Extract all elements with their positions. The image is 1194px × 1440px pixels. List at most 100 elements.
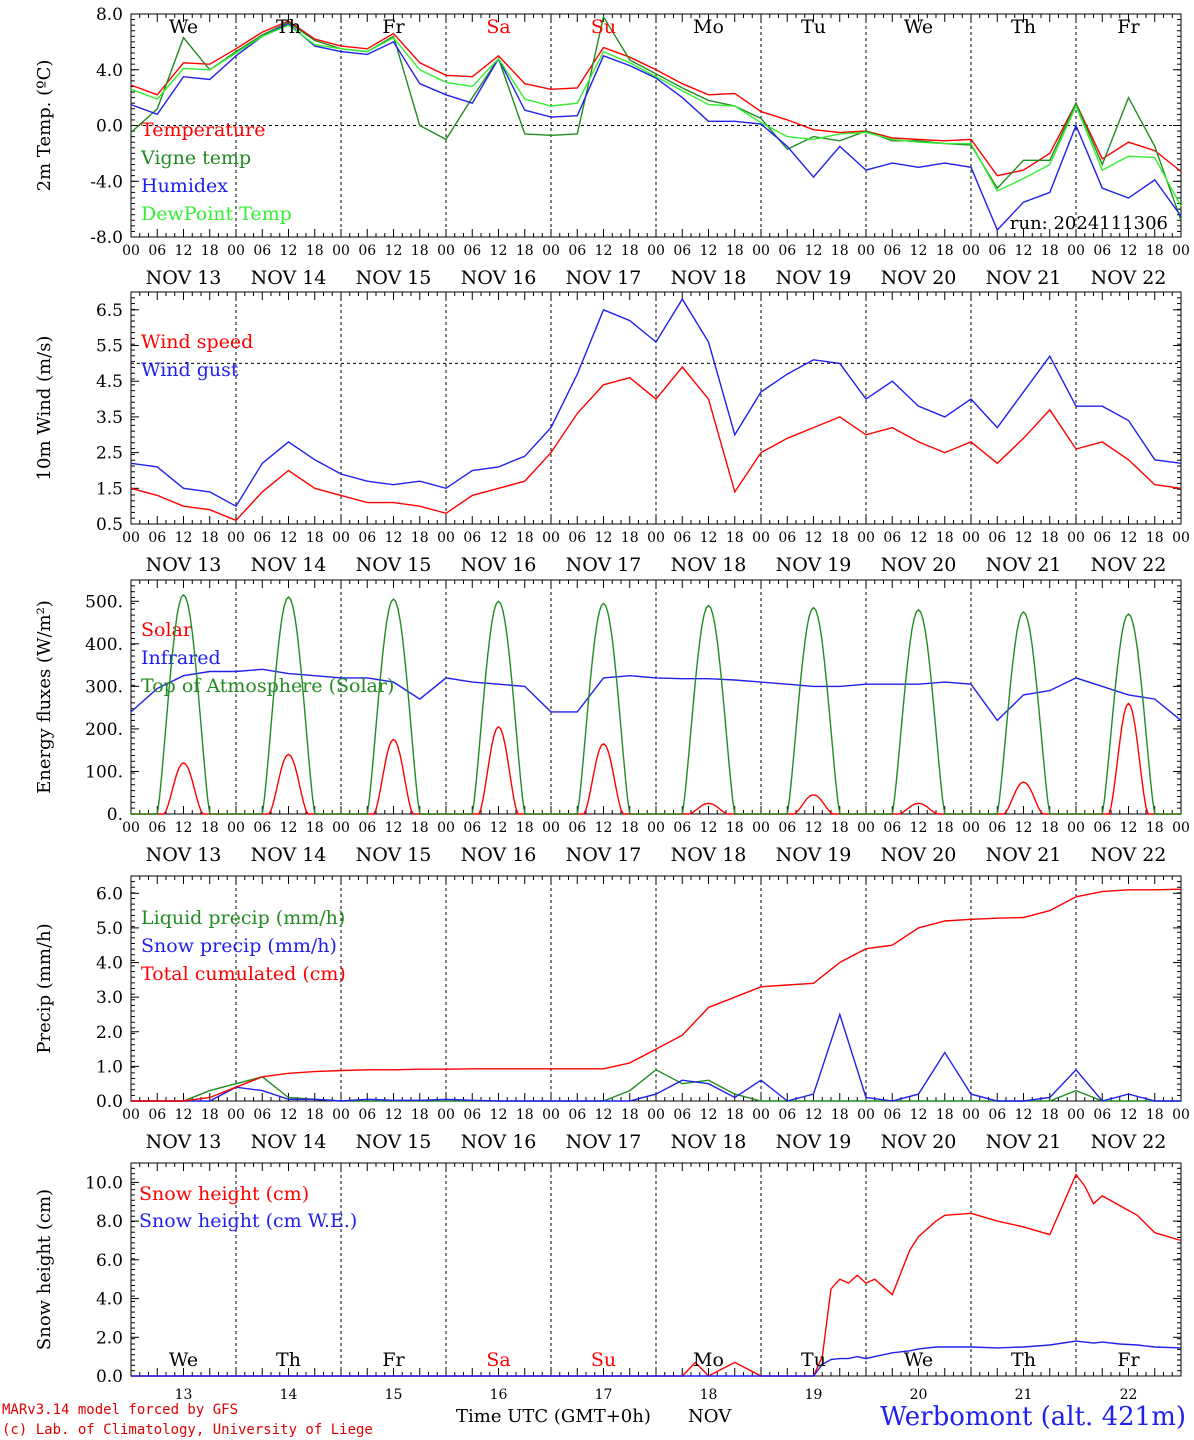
x-hour-label: 06: [673, 530, 691, 546]
x-hour-label: 00: [647, 1107, 665, 1123]
x-date-label: NOV 21: [986, 844, 1062, 866]
x-hour-label: 12: [490, 1107, 508, 1123]
x-hour-label: 00: [542, 1107, 560, 1123]
x-hour-label: 18: [1146, 243, 1164, 259]
x-hour-label: 18: [201, 820, 219, 836]
x-hour-label: 06: [568, 530, 586, 546]
x-date-label: NOV 16: [461, 267, 537, 289]
x-date-label: NOV 20: [881, 1131, 957, 1153]
x-hour-label: 18: [1146, 530, 1164, 546]
x-date-label: NOV 16: [461, 844, 537, 866]
x-hour-label: 06: [1093, 243, 1111, 259]
x-date-label: NOV 19: [776, 554, 852, 576]
y-tick-label: 2.5: [96, 444, 123, 464]
x-hour-label: 12: [1120, 530, 1138, 546]
series-line-temperature: [130, 20, 1182, 177]
weekday-label-bottom: Tu: [801, 1349, 826, 1371]
y-tick-label: 4.0: [96, 61, 123, 81]
x-date-label: NOV 14: [251, 554, 327, 576]
x-date-label: NOV 19: [776, 844, 852, 866]
weekday-label-top: Tu: [801, 16, 826, 38]
x-hour-label: 00: [647, 820, 665, 836]
x-hour-label: 06: [148, 1107, 166, 1123]
x-hour-label: 00: [437, 243, 455, 259]
weekday-label-top: Mo: [693, 16, 724, 38]
x-date-label: NOV 18: [671, 267, 747, 289]
x-hour-label: 12: [385, 243, 403, 259]
y-tick-label: 2.0: [96, 1023, 123, 1043]
y-tick-label: 6.5: [96, 301, 123, 321]
x-hour-label: 00: [857, 530, 875, 546]
x-hour-label: 18: [201, 1107, 219, 1123]
x-date-label: NOV 15: [356, 554, 432, 576]
series-line-wind-speed: [130, 365, 1182, 522]
weekday-label-top: Fr: [382, 16, 405, 38]
x-hour-label: 00: [437, 820, 455, 836]
x-date-label: NOV 13: [146, 267, 222, 289]
x-hour-label: 18: [726, 820, 744, 836]
x-hour-label: 06: [568, 243, 586, 259]
legend-entry: DewPoint Temp: [141, 203, 292, 225]
x-hour-label: 00: [332, 820, 350, 836]
x-hour-label: 12: [910, 243, 928, 259]
y-tick-label: 4.0: [96, 954, 123, 974]
y-axis-label: Precip (mm/h): [34, 923, 55, 1053]
x-hour-label: 06: [148, 820, 166, 836]
x-hour-label: 06: [358, 243, 376, 259]
series-line-snow-height-cm-w-e-: [131, 1340, 1182, 1377]
x-hour-label: 12: [700, 530, 718, 546]
day-number-label: 15: [385, 1387, 403, 1403]
x-hour-label: 12: [175, 820, 193, 836]
x-hour-label: 00: [437, 530, 455, 546]
x-hour-label: 12: [490, 820, 508, 836]
y-tick-label: 0.0: [96, 1092, 123, 1112]
legend-entry: Total cumulated (cm): [141, 963, 346, 985]
weekday-label-top: We: [169, 16, 198, 38]
x-hour-label: 18: [621, 530, 639, 546]
x-hour-label: 18: [411, 820, 429, 836]
x-hour-label: 00: [1067, 1107, 1085, 1123]
x-hour-label: 06: [988, 820, 1006, 836]
x-hour-label: 00: [1067, 243, 1085, 259]
x-hour-label: 00: [647, 243, 665, 259]
x-date-label: NOV 18: [671, 554, 747, 576]
x-hour-label: 00: [857, 1107, 875, 1123]
x-hour-label: 18: [306, 1107, 324, 1123]
legend-entry: Humidex: [141, 175, 228, 197]
day-number-label: 13: [175, 1387, 193, 1403]
series-line-humidex: [130, 22, 1182, 232]
x-hour-label: 06: [253, 820, 271, 836]
x-hour-label: 06: [148, 530, 166, 546]
x-hour-label: 00: [122, 1107, 140, 1123]
series-line-infrared: [130, 668, 1182, 722]
series-line-dewpoint-temp: [130, 24, 1182, 207]
x-date-label: NOV 13: [146, 844, 222, 866]
x-date-label: NOV 14: [251, 844, 327, 866]
day-number-label: 21: [1015, 1387, 1033, 1403]
x-hour-label: 12: [1120, 820, 1138, 836]
x-date-label: NOV 16: [461, 1131, 537, 1153]
day-number-label: 19: [805, 1387, 823, 1403]
x-date-label: NOV 22: [1091, 1131, 1167, 1153]
x-hour-label: 06: [778, 243, 796, 259]
x-hour-label: 06: [358, 820, 376, 836]
x-hour-label: 12: [910, 530, 928, 546]
weekday-label-bottom: Sa: [486, 1349, 510, 1371]
x-hour-label: 12: [1015, 530, 1033, 546]
x-date-label: NOV 20: [881, 844, 957, 866]
x-hour-label: 12: [1015, 243, 1033, 259]
day-number-label: 22: [1120, 1387, 1138, 1403]
x-hour-label: 12: [910, 820, 928, 836]
x-date-label: NOV 21: [986, 554, 1062, 576]
y-tick-label: 8.0: [96, 1212, 123, 1232]
x-hour-label: 00: [227, 530, 245, 546]
x-hour-label: 18: [936, 1107, 954, 1123]
weekday-label-top: We: [904, 16, 933, 38]
x-hour-label: 12: [910, 1107, 928, 1123]
legend-entry: Solar: [141, 619, 193, 641]
x-hour-label: 00: [227, 243, 245, 259]
x-date-label: NOV 15: [356, 844, 432, 866]
x-hour-label: 18: [516, 243, 534, 259]
series-line-top-of-atmosphere-solar-: [131, 593, 1181, 815]
